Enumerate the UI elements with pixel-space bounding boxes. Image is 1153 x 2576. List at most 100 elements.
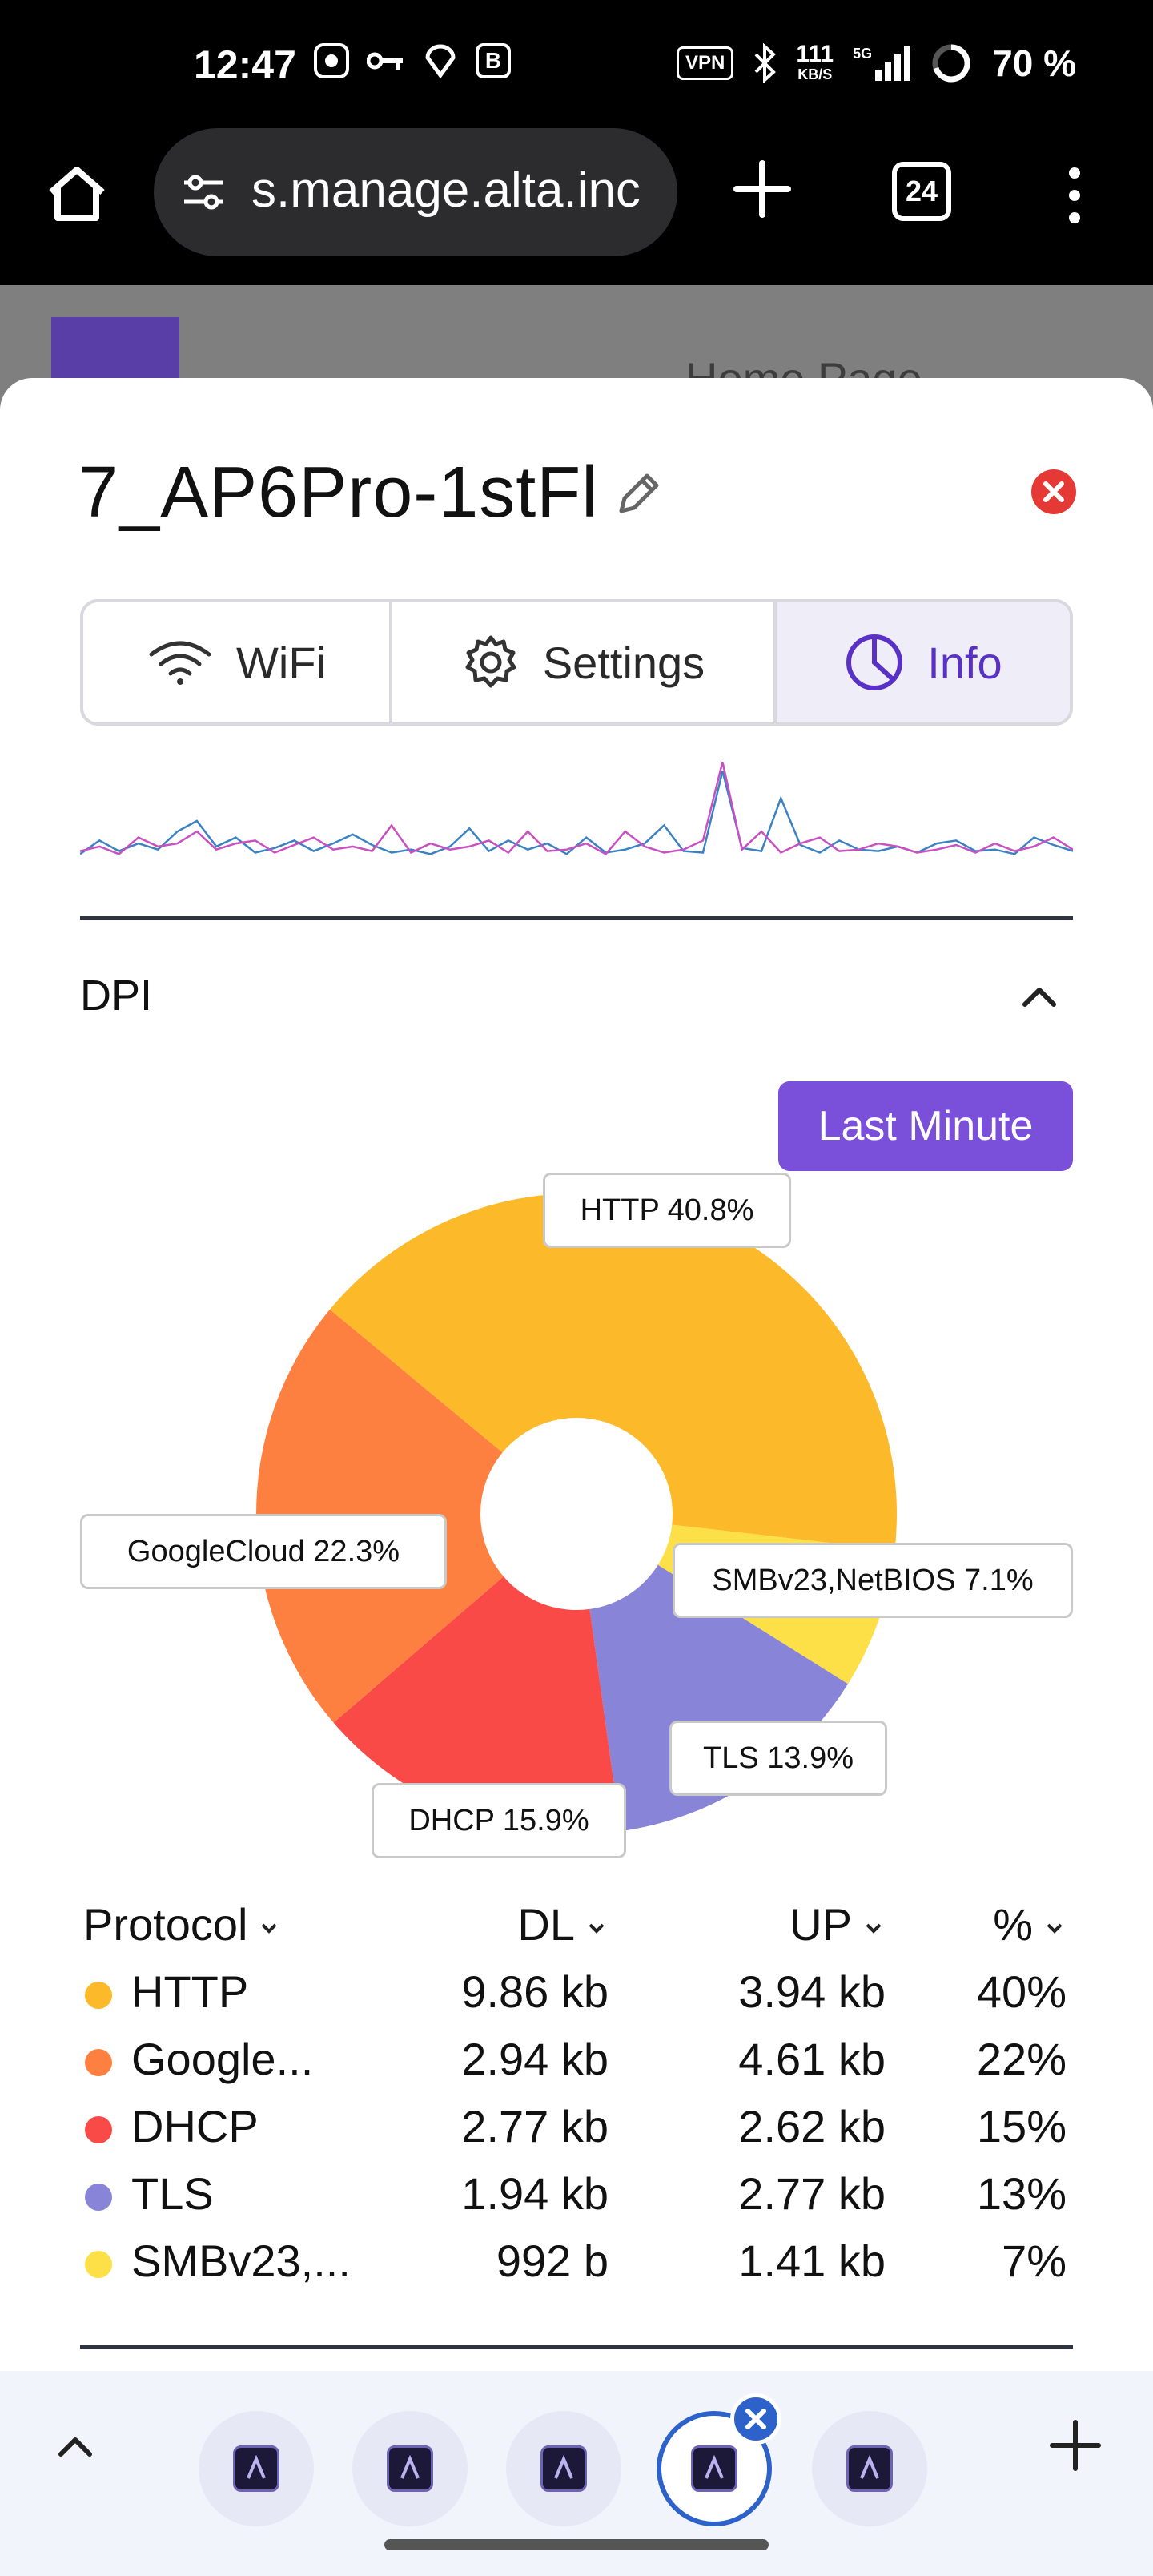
bluetooth-icon xyxy=(754,43,777,83)
legend-dot xyxy=(85,2251,112,2278)
gear-icon xyxy=(465,635,516,688)
pie-label-smbv23-netbios: SMBv23,NetBIOS 7.1% xyxy=(673,1543,1073,1618)
up-value: 3.94 kb xyxy=(738,1966,886,2017)
url-text: s.manage.alta.inc xyxy=(251,163,641,218)
tab-thumbnail[interactable] xyxy=(199,2411,314,2526)
chevron-down-icon xyxy=(262,1923,277,1934)
sparkline-series-0 xyxy=(80,771,1073,855)
alta-tab-icon xyxy=(387,2445,433,2492)
up-value: 2.62 kb xyxy=(738,2101,886,2151)
tab-info-label: Info xyxy=(927,637,1002,688)
table-row: TLS 1.94 kb 2.77 kb 13% xyxy=(83,2167,1073,2235)
pie-label-http: HTTP 40.8% xyxy=(543,1173,791,1248)
new-tab-icon[interactable] xyxy=(1047,2417,1103,2473)
wifi-icon xyxy=(149,641,211,685)
dpi-table-header: Protocol DL UP % xyxy=(83,1898,1073,1966)
table-row: HTTP 9.86 kb 3.94 kb 40% xyxy=(83,1966,1073,2033)
legend-dot xyxy=(85,2116,112,2143)
site-settings-icon[interactable] xyxy=(178,167,229,218)
legend-dot xyxy=(85,2184,112,2211)
table-row: SMBv23,... 992 b 1.41 kb 7% xyxy=(83,2235,1073,2302)
pie-label-googlecloud: GoogleCloud 22.3% xyxy=(80,1514,447,1589)
tab-info[interactable]: Info xyxy=(777,602,1070,722)
tab-settings[interactable]: Settings xyxy=(392,602,777,722)
tab-thumbnail[interactable] xyxy=(352,2411,468,2526)
up-value: 2.77 kb xyxy=(738,2168,886,2219)
tab-thumbnail[interactable] xyxy=(657,2411,772,2526)
dl-column-header[interactable]: DL xyxy=(517,1898,609,1950)
status-left-icons: B xyxy=(314,43,511,78)
protocol-name: TLS xyxy=(131,2168,214,2219)
tab-switcher-button[interactable]: 24 xyxy=(892,162,951,221)
tab-settings-label: Settings xyxy=(542,637,705,688)
browser-toolbar: s.manage.alta.inc 24 xyxy=(0,128,1153,285)
status-right-icons: VPN 111 KB/S 5G 70 % xyxy=(677,42,1076,85)
b-badge-icon: B xyxy=(476,43,511,78)
traffic-sparkline xyxy=(80,761,1073,855)
battery-ring-icon xyxy=(932,44,970,83)
battery-level: 70 % xyxy=(992,42,1076,84)
status-time: 12:47 xyxy=(194,42,296,87)
sparkline-series-1 xyxy=(80,761,1073,855)
dl-value: 9.86 kb xyxy=(461,1966,609,2017)
chevron-up-icon[interactable] xyxy=(1015,972,1063,1020)
network-speed: 111 KB/S xyxy=(796,41,834,83)
percent-value: 22% xyxy=(976,2034,1067,2084)
device-modal: 7_AP6Pro-1stFl WiFi Settings Info DPI La… xyxy=(0,378,1153,2381)
percent-value: 15% xyxy=(976,2101,1067,2151)
close-tab-icon[interactable] xyxy=(730,2393,781,2445)
tab-thumbnail[interactable] xyxy=(506,2411,621,2526)
table-row: DHCP 2.77 kb 2.62 kb 15% xyxy=(83,2100,1073,2167)
modal-tabs: WiFi Settings Info xyxy=(80,599,1073,726)
alta-tab-icon xyxy=(540,2445,587,2492)
tab-wifi[interactable]: WiFi xyxy=(83,602,392,722)
edit-pencil-icon[interactable] xyxy=(610,466,666,522)
dl-value: 1.94 kb xyxy=(461,2168,609,2219)
chevron-down-icon xyxy=(866,1923,882,1934)
pie-label-tls: TLS 13.9% xyxy=(669,1721,887,1796)
new-tab-icon[interactable] xyxy=(730,157,794,221)
chevron-up-icon[interactable] xyxy=(50,2422,101,2473)
dl-value: 2.94 kb xyxy=(461,2034,609,2084)
percent-column-header[interactable]: % xyxy=(993,1898,1067,1950)
key-icon xyxy=(367,52,403,70)
up-value: 1.41 kb xyxy=(738,2236,886,2286)
up-value: 4.61 kb xyxy=(738,2034,886,2084)
up-column-header[interactable]: UP xyxy=(789,1898,886,1950)
legend-dot xyxy=(85,2049,112,2076)
address-bar[interactable] xyxy=(154,128,677,256)
last-minute-button[interactable]: Last Minute xyxy=(778,1081,1073,1171)
info-pie-icon xyxy=(846,634,903,690)
more-menu-icon[interactable] xyxy=(1062,163,1087,227)
protocol-name: SMBv23,... xyxy=(131,2236,351,2286)
percent-value: 7% xyxy=(1002,2236,1067,2286)
dl-value: 992 b xyxy=(496,2236,609,2286)
vpn-badge: VPN xyxy=(677,46,734,80)
alta-tab-icon xyxy=(691,2445,737,2492)
pie-label-dhcp: DHCP 15.9% xyxy=(372,1783,626,1858)
dpi-table: Protocol DL UP % HTTP 9.86 kb 3.94 kb 40% Go… xyxy=(83,1898,1073,2302)
tab-thumbnail[interactable] xyxy=(812,2411,927,2526)
protocol-column-header[interactable]: Protocol xyxy=(83,1898,281,1950)
status-bar: 12:47 B VPN 111 KB/S 5G 70 % xyxy=(0,0,1153,133)
divider xyxy=(80,2345,1073,2349)
gesture-bar[interactable] xyxy=(384,2539,769,2550)
alta-tab-icon xyxy=(233,2445,279,2492)
chevron-down-icon xyxy=(1047,1923,1063,1934)
legend-dot xyxy=(85,1982,112,2009)
protocol-name: Google... xyxy=(131,2034,314,2084)
screen-record-icon xyxy=(314,43,349,78)
protocol-name: HTTP xyxy=(131,1966,249,2017)
protocol-name: DHCP xyxy=(131,2101,259,2151)
tab-wifi-label: WiFi xyxy=(236,637,326,688)
chevron-down-icon xyxy=(589,1923,605,1934)
signal-icon: 5G xyxy=(853,46,911,81)
percent-value: 13% xyxy=(976,2168,1067,2219)
divider xyxy=(80,916,1073,920)
location-pin-icon xyxy=(425,44,456,78)
device-title: 7_AP6Pro-1stFl xyxy=(78,453,599,533)
dl-value: 2.77 kb xyxy=(461,2101,609,2151)
close-icon[interactable] xyxy=(1031,469,1076,514)
home-icon[interactable] xyxy=(45,162,109,226)
table-row: Google... 2.94 kb 4.61 kb 22% xyxy=(83,2033,1073,2100)
